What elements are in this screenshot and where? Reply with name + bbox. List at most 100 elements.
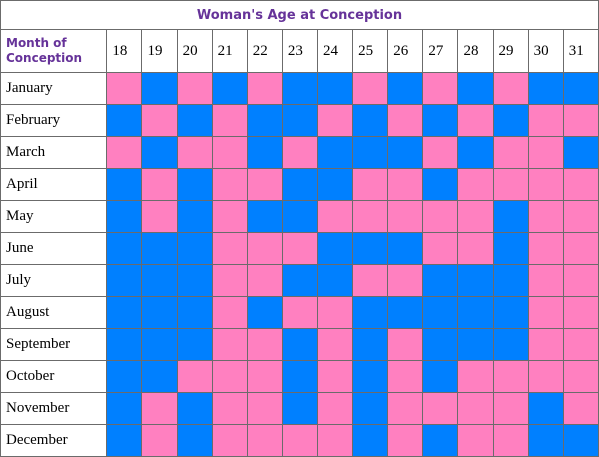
girl-cell	[211, 232, 248, 265]
age-header-29: 29	[492, 29, 529, 73]
girl-cell	[211, 424, 248, 457]
boy-cell	[492, 200, 529, 233]
girl-cell	[211, 392, 248, 425]
age-header-22: 22	[246, 29, 283, 73]
boy-cell	[316, 232, 354, 265]
boy-cell	[141, 72, 178, 105]
girl-cell	[562, 296, 599, 329]
boy-cell	[316, 168, 354, 201]
girl-cell	[211, 200, 248, 233]
girl-cell	[562, 328, 599, 361]
boy-cell	[176, 296, 213, 329]
girl-cell	[562, 392, 599, 425]
corner-label-line1: Month of	[6, 36, 67, 50]
girl-cell	[246, 392, 283, 425]
table-row: September	[0, 328, 599, 361]
girl-cell	[246, 328, 283, 361]
girl-cell	[352, 168, 389, 201]
boy-cell	[141, 264, 178, 297]
boy-cell	[387, 296, 424, 329]
girl-cell	[527, 168, 564, 201]
month-of-conception-label: Month of Conception	[0, 29, 108, 73]
boy-cell	[246, 136, 283, 169]
table-row: October	[0, 360, 599, 393]
girl-cell	[387, 328, 424, 361]
boy-cell	[176, 328, 213, 361]
girl-cell	[211, 136, 248, 169]
boy-cell	[176, 392, 213, 425]
boy-cell	[457, 72, 494, 105]
girl-cell	[211, 104, 248, 137]
boy-cell	[492, 296, 529, 329]
girl-cell	[387, 264, 424, 297]
boy-cell	[352, 104, 389, 137]
boy-cell	[176, 104, 213, 137]
girl-cell	[211, 264, 248, 297]
boy-cell	[141, 328, 178, 361]
boy-cell	[281, 200, 319, 233]
girl-cell	[562, 264, 599, 297]
boy-cell	[352, 360, 389, 393]
month-label: February	[0, 104, 108, 137]
month-label: March	[0, 136, 108, 169]
girl-cell	[527, 104, 564, 137]
boy-cell	[106, 392, 143, 425]
girl-cell	[527, 136, 564, 169]
girl-cell	[492, 72, 529, 105]
girl-cell	[246, 360, 283, 393]
age-header-25: 25	[352, 29, 389, 73]
girl-cell	[562, 360, 599, 393]
boy-cell	[281, 328, 319, 361]
girl-cell	[141, 104, 178, 137]
boy-cell	[316, 72, 354, 105]
boy-cell	[281, 392, 319, 425]
girl-cell	[422, 136, 459, 169]
boy-cell	[106, 168, 143, 201]
boy-cell	[527, 392, 564, 425]
boy-cell	[387, 136, 424, 169]
girl-cell	[352, 264, 389, 297]
boy-cell	[176, 424, 213, 457]
title-row: Woman's Age at Conception	[0, 0, 599, 30]
table-row: January	[0, 72, 599, 105]
boy-cell	[527, 72, 564, 105]
boy-cell	[106, 264, 143, 297]
girl-cell	[176, 136, 213, 169]
boy-cell	[106, 360, 143, 393]
boy-cell	[352, 232, 389, 265]
month-label: July	[0, 264, 108, 297]
boy-cell	[527, 424, 564, 457]
boy-cell	[176, 168, 213, 201]
girl-cell	[387, 200, 424, 233]
girl-cell	[211, 168, 248, 201]
girl-cell	[492, 136, 529, 169]
girl-cell	[527, 200, 564, 233]
age-header-30: 30	[527, 29, 564, 73]
girl-cell	[211, 360, 248, 393]
table-row: April	[0, 168, 599, 201]
girl-cell	[457, 360, 494, 393]
boy-cell	[316, 136, 354, 169]
girl-cell	[211, 328, 248, 361]
boy-cell	[387, 232, 424, 265]
boy-cell	[352, 328, 389, 361]
month-label: December	[0, 424, 108, 457]
month-label: August	[0, 296, 108, 329]
boy-cell	[141, 136, 178, 169]
age-header-31: 31	[562, 29, 599, 73]
girl-cell	[457, 424, 494, 457]
table-title: Woman's Age at Conception	[0, 0, 599, 30]
boy-cell	[457, 136, 494, 169]
table-row: March	[0, 136, 599, 169]
age-header-26: 26	[387, 29, 424, 73]
girl-cell	[527, 296, 564, 329]
girl-cell	[316, 360, 354, 393]
girl-cell	[281, 232, 319, 265]
girl-cell	[106, 136, 143, 169]
girl-cell	[492, 392, 529, 425]
girl-cell	[422, 392, 459, 425]
age-header-19: 19	[141, 29, 178, 73]
boy-cell	[141, 296, 178, 329]
table-body: January February March April May June July Augu…	[0, 72, 599, 457]
